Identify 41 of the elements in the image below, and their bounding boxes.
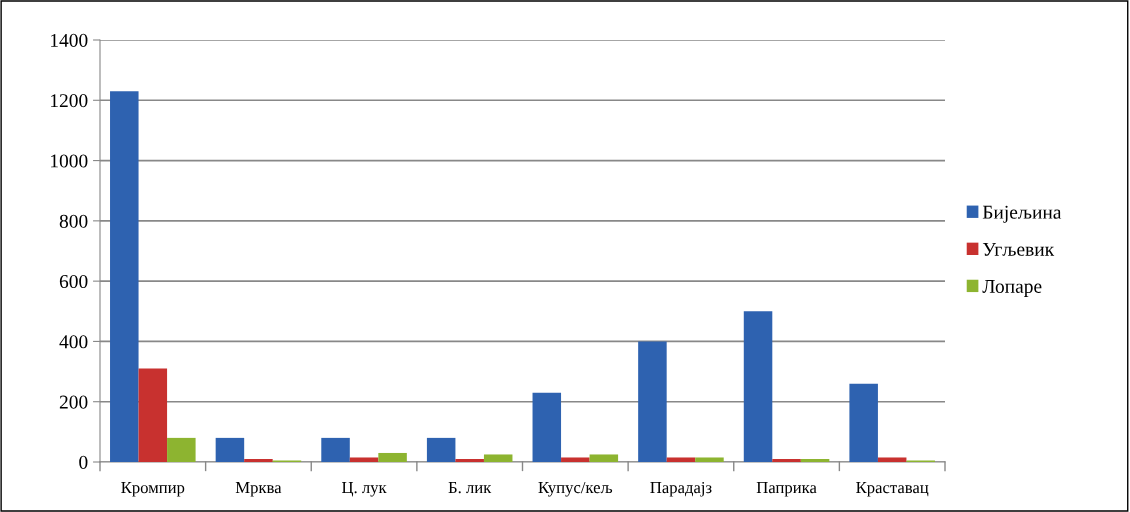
x-tick-label: Ц. лук	[341, 482, 387, 497]
x-tick-label: Краставац	[856, 482, 929, 497]
bar	[138, 368, 168, 462]
x-tick-label: Мрква	[235, 482, 282, 497]
bar	[849, 383, 878, 462]
bar	[244, 458, 273, 462]
bar	[589, 454, 619, 462]
y-tick-label: 600	[59, 274, 88, 289]
x-tick-label: Паприка	[756, 482, 817, 497]
bar	[638, 341, 667, 462]
y-tick-label: 1000	[51, 154, 88, 168]
bar	[378, 452, 407, 462]
y-tick-label: 0	[79, 455, 88, 469]
bar	[455, 458, 484, 462]
x-tick-label: Кромпир	[121, 482, 185, 497]
bar	[743, 311, 773, 462]
legend-label: Бијељина	[982, 205, 1062, 223]
legend-label: Лопаре	[982, 280, 1042, 297]
bar	[666, 457, 696, 462]
bar	[167, 437, 196, 462]
y-tick-label: 800	[59, 214, 88, 228]
x-tick-label: Парадајз	[650, 481, 712, 497]
legend-label: Угљевик	[982, 242, 1055, 256]
bar	[800, 458, 830, 462]
bar	[877, 457, 907, 462]
y-tick-label: 400	[59, 335, 88, 349]
bar	[561, 457, 590, 462]
y-tick-label: 1200	[51, 94, 88, 108]
bar	[772, 458, 801, 462]
bar	[695, 457, 724, 462]
bar	[321, 437, 350, 462]
bar	[349, 457, 379, 462]
y-tick-label: 1400	[51, 33, 88, 47]
bar	[532, 392, 562, 462]
bar	[110, 91, 139, 462]
bar	[215, 437, 245, 462]
y-tick-label: 200	[59, 395, 88, 409]
bar	[483, 454, 513, 462]
bar	[426, 437, 456, 462]
x-tick-label: Б. лик	[448, 482, 492, 494]
x-tick-label: Купус/кељ	[538, 481, 613, 497]
